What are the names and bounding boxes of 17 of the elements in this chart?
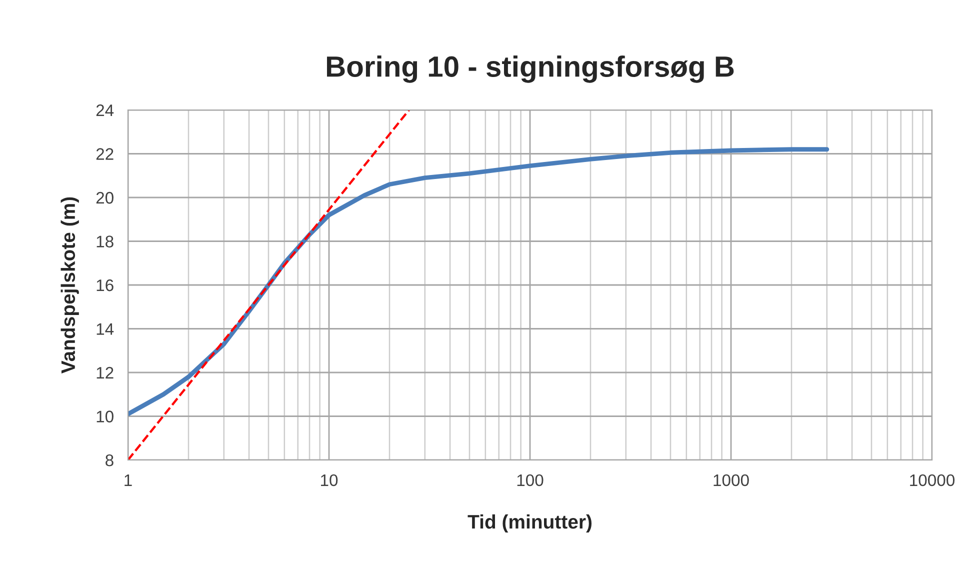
x-axis-title: Tid (minutter) — [468, 514, 592, 533]
y-tick-label: 18 — [96, 236, 114, 248]
y-tick-label: 8 — [106, 454, 114, 466]
y-tick-label: 22 — [96, 148, 114, 160]
y-tick-label: 24 — [96, 104, 114, 116]
y-axis-title: Vandspejlskote (m) — [60, 197, 79, 374]
y-tick-label: 20 — [96, 192, 114, 204]
y-tick-label: 14 — [96, 323, 114, 335]
y-tick-label: 16 — [96, 279, 114, 292]
x-tick-label: 10000 — [910, 474, 955, 486]
x-tick-label: 1000 — [714, 474, 749, 486]
x-tick-label: 100 — [517, 474, 544, 486]
chart-title: Boring 10 - stigningsforsøg B — [326, 56, 734, 83]
x-tick-label: 1 — [124, 474, 132, 486]
y-tick-label: 10 — [96, 410, 114, 422]
y-tick-label: 12 — [96, 366, 114, 379]
x-tick-label: 10 — [321, 474, 338, 486]
